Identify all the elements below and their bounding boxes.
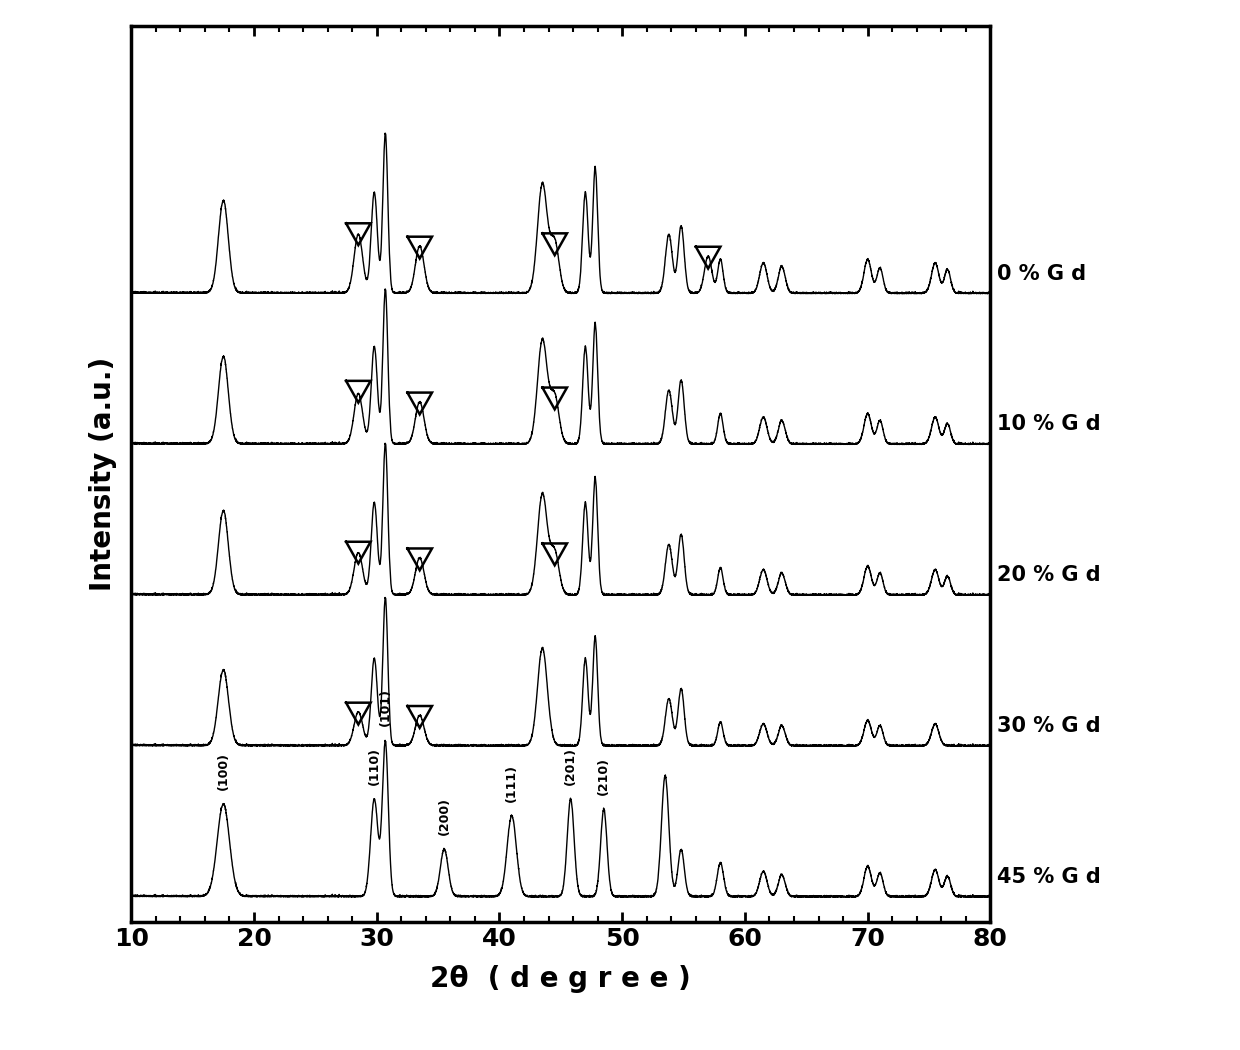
X-axis label: 2θ  ( d e g r e e ): 2θ ( d e g r e e )	[430, 965, 691, 993]
Text: 30 % G d: 30 % G d	[997, 716, 1100, 736]
Text: (111): (111)	[505, 763, 518, 801]
Text: (100): (100)	[217, 752, 229, 790]
Text: (210): (210)	[598, 757, 610, 795]
Text: (200): (200)	[438, 797, 451, 835]
Text: 45 % G d: 45 % G d	[997, 867, 1100, 887]
Text: 20 % G d: 20 % G d	[997, 565, 1100, 585]
Text: (110): (110)	[368, 747, 381, 784]
Text: (101): (101)	[379, 688, 392, 727]
Text: (201): (201)	[564, 747, 577, 784]
Text: 10 % G d: 10 % G d	[997, 415, 1100, 435]
Text: 0 % G d: 0 % G d	[997, 264, 1086, 284]
Y-axis label: Intensity (a.u.): Intensity (a.u.)	[89, 357, 118, 591]
